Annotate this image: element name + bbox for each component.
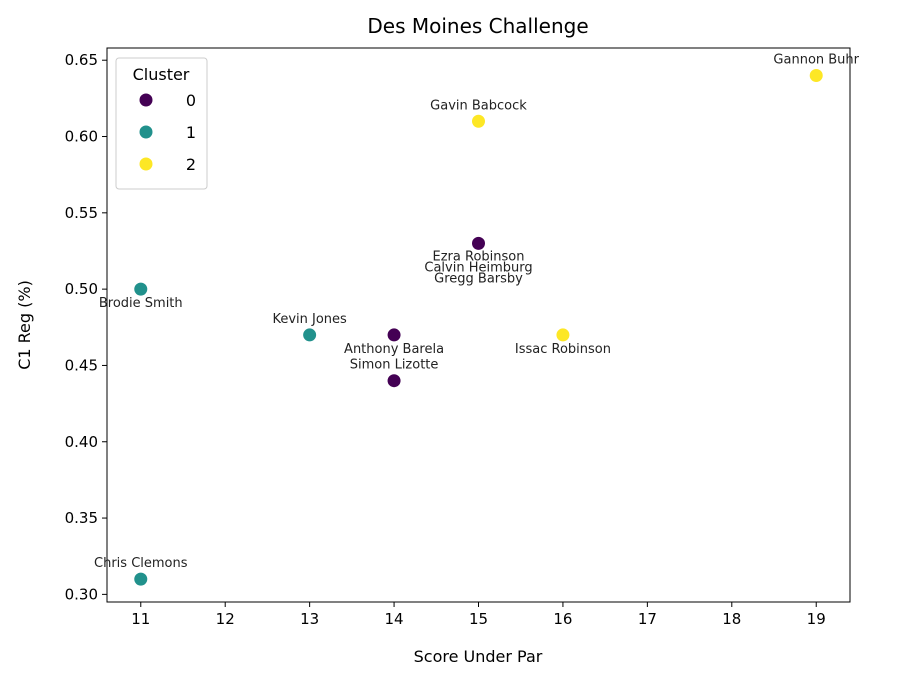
y-tick-label: 0.35 — [65, 509, 98, 527]
data-point — [302, 327, 318, 343]
y-tick-label: 0.30 — [65, 585, 98, 603]
data-point — [471, 113, 486, 129]
data-point — [555, 327, 571, 343]
data-point — [471, 235, 486, 251]
point-label: Chris Clemons — [94, 556, 188, 571]
point-label: Calvin Heimburg — [424, 260, 532, 275]
point-label: Gregg Barsby — [434, 271, 523, 286]
legend-marker — [138, 156, 154, 172]
point-label: Issac Robinson — [515, 342, 611, 357]
point-label: Ezra Robinson — [433, 249, 525, 264]
x-axis: 11 12 13 14 15 16 17 18 19 — [131, 602, 826, 628]
plot-area — [106, 47, 851, 603]
x-tick-label: 11 — [131, 610, 150, 628]
legend-title: Cluster — [133, 65, 190, 84]
x-tick-label: 18 — [722, 610, 741, 628]
x-tick-label: 16 — [553, 610, 572, 628]
point-label: Gannon Buhr — [773, 52, 859, 67]
legend-label: 1 — [186, 123, 196, 142]
data-point — [386, 327, 402, 343]
data-point — [808, 67, 824, 83]
data-points — [133, 67, 824, 587]
x-tick-label: 14 — [385, 610, 404, 628]
legend-box — [115, 57, 208, 190]
y-tick-label: 0.55 — [65, 204, 98, 222]
point-label: Simon Lizotte — [350, 358, 439, 373]
legend-marker — [138, 92, 154, 108]
x-tick-label: 17 — [638, 610, 657, 628]
y-tick-label: 0.40 — [65, 433, 98, 451]
x-tick-label: 15 — [469, 610, 488, 628]
data-point — [386, 373, 402, 389]
y-tick-label: 0.60 — [65, 128, 98, 146]
x-tick-label: 19 — [807, 610, 826, 628]
chart-title: Des Moines Challenge — [367, 14, 588, 38]
y-tick-label: 0.65 — [65, 51, 98, 69]
legend-label: 2 — [186, 155, 196, 174]
legend-label: 0 — [186, 91, 196, 110]
y-tick-label: 0.45 — [65, 356, 98, 374]
point-label: Kevin Jones — [272, 312, 347, 327]
x-axis-label: Score Under Par — [414, 647, 543, 666]
data-point — [133, 281, 149, 297]
y-axis-label: C1 Reg (%) — [15, 280, 34, 370]
y-axis: 0.30 0.35 0.40 0.45 0.50 0.55 0.60 0.65 — [65, 51, 107, 603]
data-point — [133, 571, 149, 587]
legend: Cluster 0 1 2 — [115, 57, 208, 190]
x-tick-label: 13 — [300, 610, 319, 628]
point-label: Gavin Babcock — [430, 98, 527, 113]
x-tick-label: 12 — [216, 610, 235, 628]
point-label: Brodie Smith — [99, 296, 183, 311]
y-tick-label: 0.50 — [65, 280, 98, 298]
legend-marker — [138, 124, 154, 140]
point-labels: Gannon Buhr Gavin Babcock Ezra RobinsonCal… — [94, 52, 860, 571]
point-label: Anthony Barela — [344, 342, 444, 357]
